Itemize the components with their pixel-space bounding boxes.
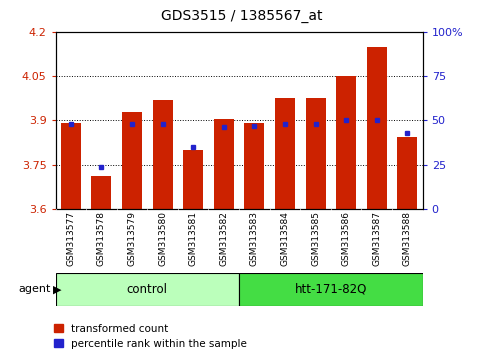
Bar — [122, 112, 142, 209]
Text: htt-171-82Q: htt-171-82Q — [295, 283, 367, 296]
Text: GSM313577: GSM313577 — [66, 211, 75, 266]
Text: GSM313585: GSM313585 — [311, 211, 320, 266]
Bar — [56, 273, 239, 306]
Text: GSM313582: GSM313582 — [219, 211, 228, 266]
Legend: transformed count, percentile rank within the sample: transformed count, percentile rank withi… — [54, 324, 247, 349]
Text: GSM313579: GSM313579 — [128, 211, 137, 266]
Text: GSM313586: GSM313586 — [341, 211, 351, 266]
Bar — [306, 98, 326, 209]
Bar — [244, 123, 264, 209]
Bar — [398, 137, 417, 209]
Bar — [91, 176, 112, 209]
Bar — [214, 119, 234, 209]
Text: GSM313583: GSM313583 — [250, 211, 259, 266]
Text: GSM313578: GSM313578 — [97, 211, 106, 266]
Text: ▶: ▶ — [53, 284, 62, 295]
Text: GDS3515 / 1385567_at: GDS3515 / 1385567_at — [161, 9, 322, 23]
Bar — [239, 273, 423, 306]
Bar — [336, 76, 356, 209]
Bar — [367, 47, 387, 209]
Text: control: control — [127, 283, 168, 296]
Text: GSM313584: GSM313584 — [281, 211, 289, 266]
Text: agent: agent — [18, 284, 51, 295]
Bar — [61, 123, 81, 209]
Bar — [183, 150, 203, 209]
Text: GSM313588: GSM313588 — [403, 211, 412, 266]
Text: GSM313581: GSM313581 — [189, 211, 198, 266]
Bar — [153, 100, 172, 209]
Text: GSM313580: GSM313580 — [158, 211, 167, 266]
Bar — [275, 98, 295, 209]
Text: GSM313587: GSM313587 — [372, 211, 381, 266]
